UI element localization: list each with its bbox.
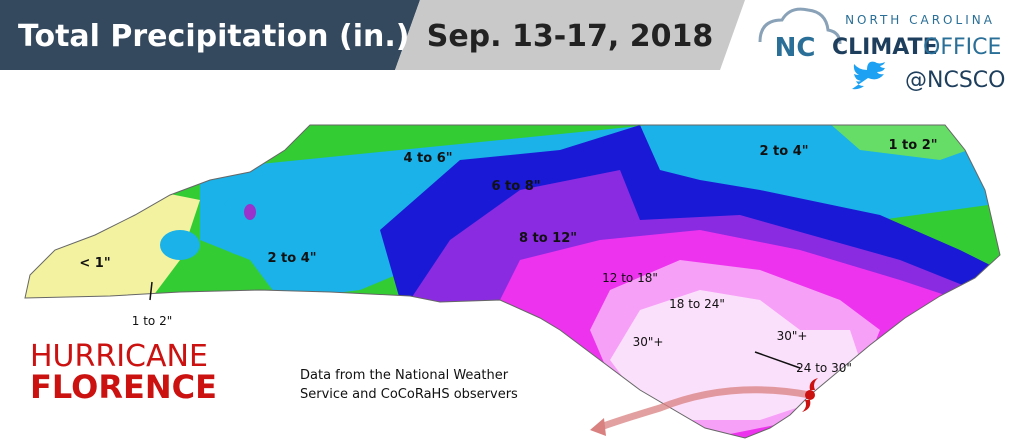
source-line: Data from the National Weather — [300, 368, 509, 383]
region-label: 18 to 24" — [669, 297, 725, 311]
region-label: 30"+ — [777, 329, 808, 343]
region-label: 24 to 30" — [796, 361, 852, 375]
source-line: Service and CoCoRaHS observers — [300, 387, 518, 402]
region-label: 4 to 6" — [403, 151, 452, 166]
logo-line1: NORTH CAROLINA — [845, 13, 995, 27]
storm-track — [596, 386, 811, 432]
leader-line — [754, 351, 801, 369]
storm-track-arrow — [590, 418, 606, 436]
logo-office: OFFICE — [923, 35, 1001, 60]
title-banner — [0, 0, 420, 70]
storm-label-line1: HURRICANE — [30, 339, 208, 374]
region-label: < 1" — [79, 256, 110, 271]
region-label: 6 to 8" — [491, 179, 540, 194]
state-outline — [24, 124, 1001, 439]
region-label: 2 to 4" — [267, 251, 316, 266]
title: Total Precipitation (in.) — [18, 19, 409, 54]
twitter-icon — [852, 61, 885, 90]
region-label: 1 to 2" — [888, 138, 937, 153]
logo-cloud — [758, 7, 842, 45]
date: Sep. 13-17, 2018 — [427, 19, 714, 54]
storm-label-line2: FLORENCE — [30, 368, 217, 406]
region-label: 30"+ — [633, 335, 664, 349]
region-label: 1 to 2" — [132, 314, 172, 328]
region-label: 2 to 4" — [759, 144, 808, 159]
logo-climate: CLIMATE — [832, 35, 938, 60]
date-banner — [395, 0, 745, 70]
leader-line — [149, 281, 153, 301]
region-label: 12 to 18" — [602, 271, 658, 285]
region-label: 8 to 12" — [519, 231, 577, 246]
twitter-handle: @NCSCO — [905, 68, 1005, 93]
logo-mark: NC — [775, 33, 816, 63]
hurricane-icon — [802, 378, 818, 412]
